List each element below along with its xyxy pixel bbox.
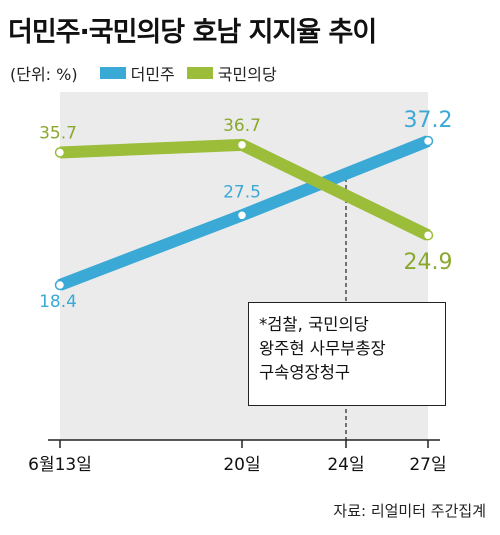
legend: (단위: %) 더민주 국민의당 (10, 62, 289, 84)
point-peoples-1 (236, 139, 248, 151)
source-text: 자료: 리얼미터 주간집계 (333, 502, 486, 520)
legend-swatch-minjoo (99, 67, 126, 79)
point-minjoo-0 (54, 279, 66, 291)
x-tick-label-2: 24일 (327, 455, 364, 475)
legend-label-minjoo: 더민주 (130, 65, 175, 84)
annotation-line-2: 왕주현 사무부총장 (259, 339, 386, 358)
unit-label: (단위: %) (10, 65, 78, 84)
legend-swatch-peoples (186, 67, 213, 79)
data-label-peoples-0: 35.7 (39, 123, 77, 143)
data-label-peoples-1: 36.7 (223, 116, 261, 136)
legend-label-peoples: 국민의당 (217, 65, 277, 84)
x-tick-label-1: 20일 (223, 455, 260, 475)
data-label-peoples-2: 24.9 (404, 250, 453, 275)
legend-item-minjoo: 더민주 (99, 61, 175, 85)
data-label-minjoo-2: 37.2 (404, 108, 453, 133)
legend-item-peoples: 국민의당 (186, 61, 277, 85)
point-minjoo-2 (422, 135, 434, 147)
data-label-minjoo-0: 18.4 (39, 292, 77, 312)
data-label-minjoo-1: 27.5 (223, 182, 261, 202)
point-minjoo-1 (236, 210, 248, 221)
point-peoples-0 (54, 147, 66, 158)
point-peoples-2 (422, 229, 434, 241)
annotation-line-1: *검찰, 국민의당 (259, 315, 369, 334)
annotation-line-3: 구속영장청구 (259, 363, 351, 382)
x-tick-label-3: 27일 (409, 455, 446, 475)
chart-title: 더민주·국민의당 호남 지지율 추이 (8, 17, 377, 48)
x-tick-label-0: 6월13일 (28, 455, 92, 475)
annotation-box: *검찰, 국민의당 왕주현 사무부총장 구속영장청구 (248, 302, 446, 406)
